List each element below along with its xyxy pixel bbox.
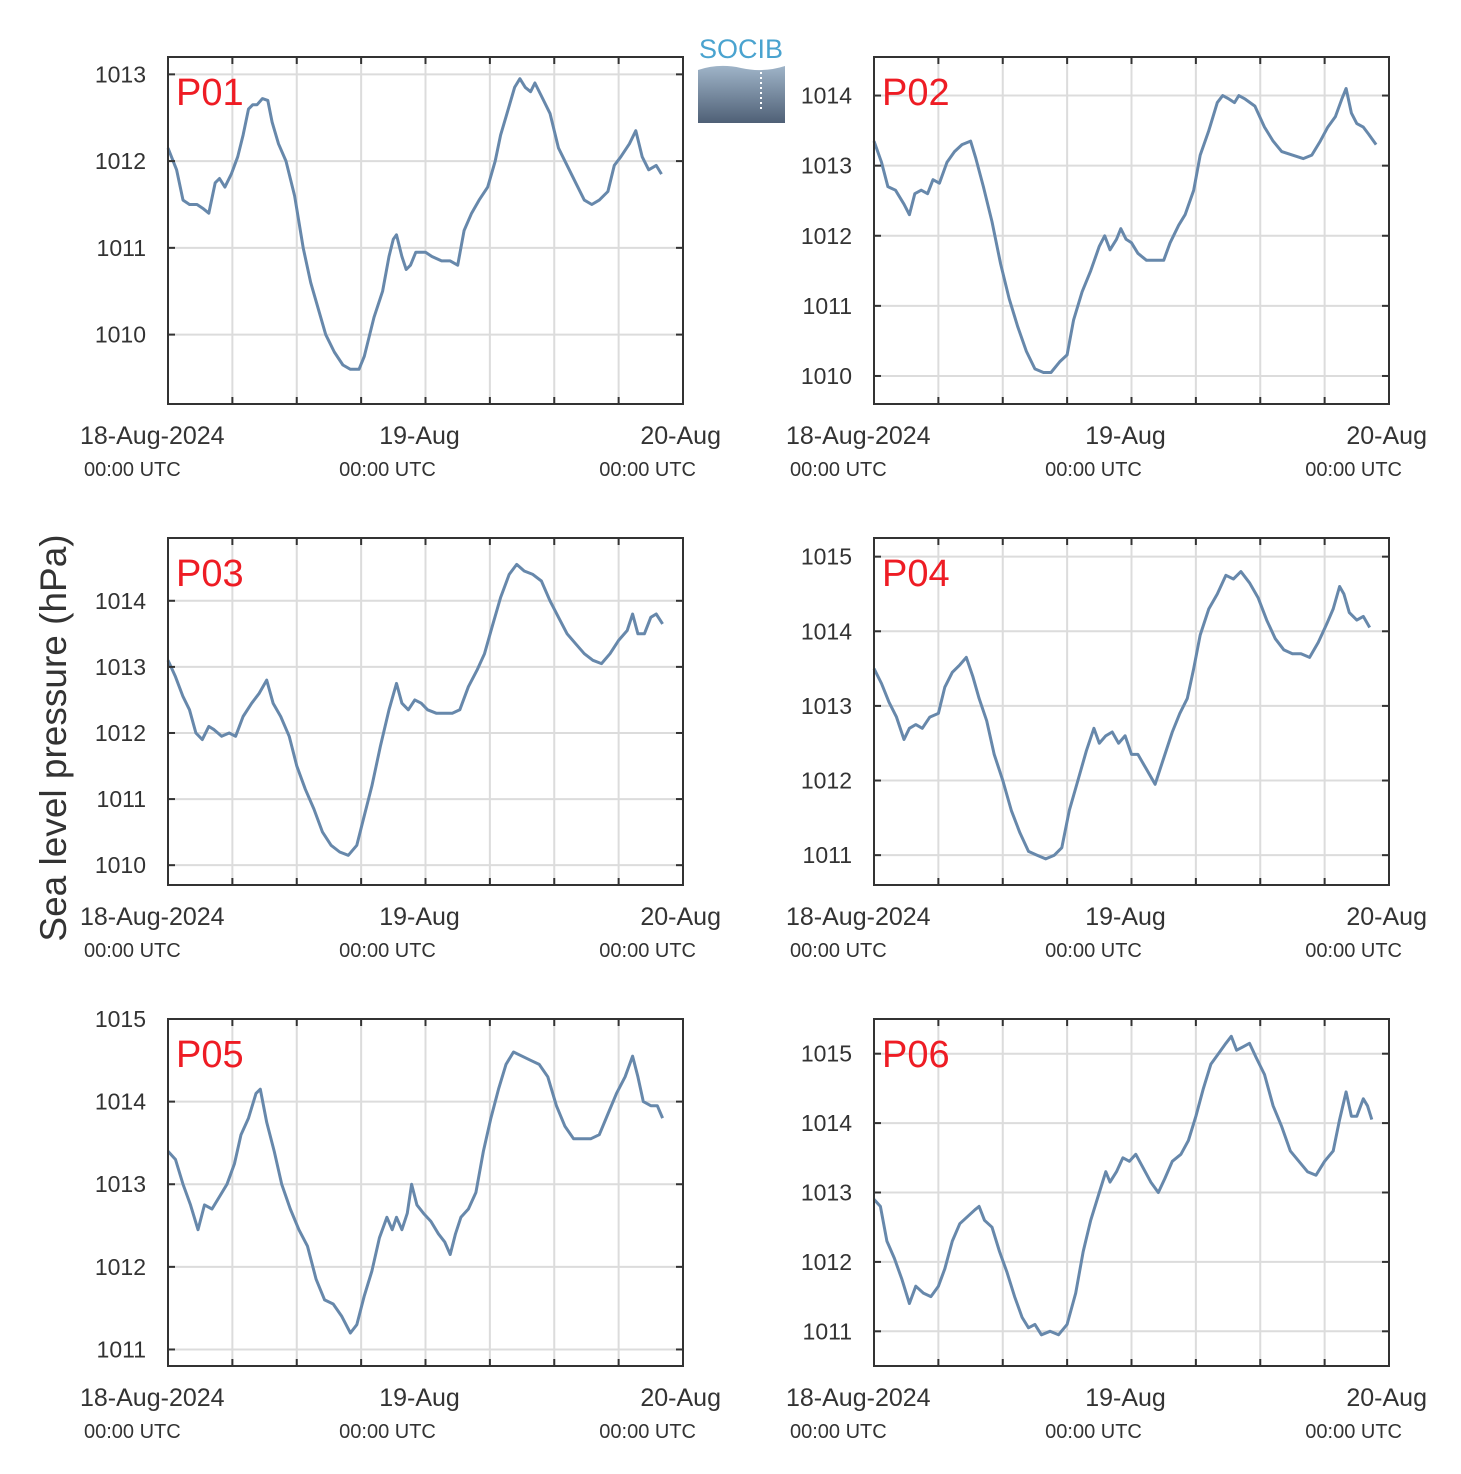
y-tick-label: 1012 [95,148,146,174]
x-tick-time-label: 00:00 UTC [599,459,696,481]
x-tick-time-label: 00:00 UTC [339,1421,436,1443]
y-tick-label: 1013 [95,654,146,680]
logo-text: SOCIB [699,34,783,64]
x-tick-date-label: 20-Aug [1346,903,1427,931]
x-tick-date-label: 19-Aug [379,1384,460,1412]
x-tick-date-label: 20-Aug [640,1384,721,1412]
x-tick-date-label: 19-Aug [1085,903,1166,931]
panel-label-p03: P03 [176,553,244,595]
x-tick-date-label: 19-Aug [379,422,460,450]
panel-label-p04: P04 [882,553,950,595]
x-tick-date-label: 18-Aug-2024 [786,1384,931,1412]
x-tick-date-label: 18-Aug-2024 [80,903,225,931]
y-tick-label: 1013 [95,1171,146,1197]
y-tick-label: 1011 [803,842,852,868]
x-tick-time-label: 00:00 UTC [790,1421,887,1443]
x-tick-date-label: 19-Aug [1085,1384,1166,1412]
series-line-p02 [872,87,1378,374]
y-tick-label: 1012 [801,768,852,794]
x-tick-date-label: 18-Aug-2024 [80,1384,225,1412]
series-line-p01 [166,77,663,371]
x-tick-date-label: 18-Aug-2024 [786,422,931,450]
panel-p02: 1010 1011 1012 1013 1014 18-Aug-2024 00:00 UTC… [786,56,1427,481]
x-tick-date-label: 20-Aug [640,903,721,931]
panel-label-p01: P01 [176,72,244,114]
x-tick-time-label: 00:00 UTC [599,940,696,962]
x-tick-time-label: 00:00 UTC [790,459,887,481]
panel-label-p06: P06 [882,1034,950,1076]
x-tick-date-label: 19-Aug [379,903,460,931]
x-tick-time-label: 00:00 UTC [339,459,436,481]
x-tick-date-label: 18-Aug-2024 [786,903,931,931]
panel-p03: 1010 1011 1012 1013 1014 18-Aug-2024 00:00 UTC… [80,537,721,962]
x-tick-time-label: 00:00 UTC [1045,459,1142,481]
y-tick-label: 1014 [801,1110,852,1136]
x-tick-time-label: 00:00 UTC [790,940,887,962]
panel-p05: 1011 1012 1013 1014 1015 18-Aug-2024 00:00 UTC… [80,1006,721,1443]
y-tick-label: 1011 [803,293,852,319]
panel-label-p05: P05 [176,1034,244,1076]
socib-logo: SOCIB [698,34,785,123]
panel-p04: 1011 1012 1013 1014 1015 18-Aug-2024 00:00 UTC… [786,537,1427,962]
y-tick-label: 1013 [801,1180,852,1206]
series-line-p04 [872,570,1371,861]
x-tick-date-label: 20-Aug [640,422,721,450]
y-tick-label: 1014 [801,618,852,644]
x-tick-time-label: 00:00 UTC [339,940,436,962]
x-tick-date-label: 19-Aug [1085,422,1166,450]
y-tick-label: 1011 [97,1336,146,1362]
x-tick-time-label: 00:00 UTC [84,940,181,962]
series-line-p05 [166,1050,664,1335]
y-tick-label: 1012 [801,1249,852,1275]
x-tick-date-label: 18-Aug-2024 [80,422,225,450]
x-tick-time-label: 00:00 UTC [1305,459,1402,481]
y-tick-label: 1014 [95,1089,146,1115]
y-tick-label: 1013 [801,153,852,179]
x-tick-date-label: 20-Aug [1346,422,1427,450]
x-tick-time-label: 00:00 UTC [599,1421,696,1443]
y-tick-label: 1010 [95,852,146,878]
y-tick-label: 1011 [97,786,146,812]
panel-p01: 1010 1011 1012 1013 18-Aug-2024 00:00 UTC 19-A… [80,56,721,481]
x-tick-time-label: 00:00 UTC [84,1421,181,1443]
x-tick-time-label: 00:00 UTC [84,459,181,481]
panels-layer: 1010 1011 1012 1013 18-Aug-2024 00:00 UTC 19-A… [80,56,1427,1443]
y-tick-label: 1011 [97,235,146,261]
panel-label-p02: P02 [882,72,950,114]
y-tick-label: 1010 [801,363,852,389]
y-tick-label: 1015 [801,1041,852,1067]
y-tick-label: 1014 [801,83,852,109]
x-tick-date-label: 20-Aug [1346,1384,1427,1412]
y-tick-label: 1015 [95,1006,146,1032]
x-tick-time-label: 00:00 UTC [1305,940,1402,962]
y-tick-label: 1012 [95,720,146,746]
x-tick-time-label: 00:00 UTC [1045,940,1142,962]
y-tick-label: 1012 [95,1254,146,1280]
y-tick-label: 1010 [95,322,146,348]
y-axis-label: Sea level pressure (hPa) [33,534,74,941]
y-tick-label: 1013 [801,693,852,719]
y-tick-label: 1011 [803,1318,852,1344]
x-tick-time-label: 00:00 UTC [1305,1421,1402,1443]
y-tick-label: 1014 [95,588,146,614]
series-line-p03 [166,562,664,857]
y-tick-label: 1012 [801,223,852,249]
logo-wave-block [698,65,785,123]
y-tick-label: 1015 [801,544,852,570]
series-line-p06 [872,1034,1374,1337]
x-tick-time-label: 00:00 UTC [1045,1421,1142,1443]
panel-p06: 1011 1012 1013 1014 1015 18-Aug-2024 00:00 UTC… [786,1018,1427,1443]
y-tick-label: 1013 [95,61,146,87]
